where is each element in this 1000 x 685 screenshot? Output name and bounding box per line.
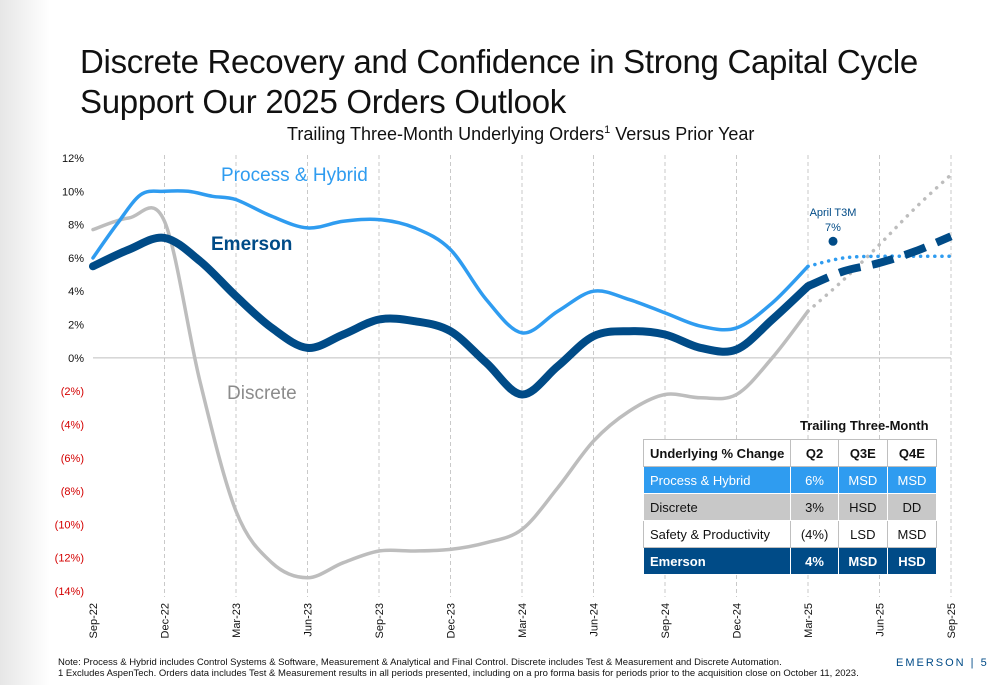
- table-row-process-hybrid: Process & Hybrid 6% MSD MSD: [642, 466, 938, 494]
- brand-footer: EMERSON | 5: [896, 657, 989, 669]
- left-edge-shade: [0, 0, 50, 685]
- y-tick-label: (10%): [55, 519, 84, 531]
- orders-outlook-table: Underlying % Change Q2 Q3E Q4E Process &…: [642, 439, 938, 575]
- brand-name: EMERSON: [896, 657, 966, 669]
- y-tick-label: 0%: [68, 353, 84, 365]
- x-tick-label: Mar-23: [231, 603, 243, 638]
- row-q4e: HSD: [886, 547, 938, 575]
- april-t3m-marker: [828, 236, 838, 246]
- series-line-process-hybrid: [91, 189, 810, 335]
- footnote-line2: 1 Excludes AspenTech. Orders data includ…: [58, 668, 859, 679]
- series-line-emerson: [89, 233, 812, 399]
- table-row-safety-productivity: Safety & Productivity (4%) LSD MSD: [642, 520, 938, 548]
- forecast-line-emerson: [806, 232, 953, 290]
- x-tick-label: Jun-24: [589, 603, 601, 637]
- y-tick-label: (14%): [55, 586, 84, 598]
- x-tick-label: Jun-23: [303, 603, 315, 637]
- row-q3e: LSD: [837, 520, 888, 548]
- table-row-discrete: Discrete 3% HSD DD: [642, 493, 938, 521]
- x-tick-label: Mar-25: [803, 603, 815, 638]
- april-annotation: April T3M 7%: [810, 207, 857, 246]
- y-tick-label: (8%): [61, 486, 84, 498]
- subtitle-footnote-mark: 1: [604, 124, 611, 136]
- table-caption: Trailing Three-Month: [800, 418, 929, 433]
- y-axis-ticks: 12% 10% 8% 6% 4% 2% 0% (2%) (4%) (6%) (8%) (10%) (12…: [55, 153, 85, 598]
- y-tick-label: (12%): [55, 553, 84, 565]
- chart-subtitle: Trailing Three-Month Underlying Orders1 …: [287, 124, 754, 145]
- y-tick-label: 2%: [68, 320, 84, 332]
- x-tick-label: Dec-23: [446, 603, 458, 638]
- x-tick-label: Dec-24: [732, 603, 744, 638]
- row-q4e: DD: [886, 493, 938, 521]
- table-header-row: Underlying % Change Q2 Q3E Q4E: [642, 439, 938, 467]
- series-label-process-hybrid: Process & Hybrid: [221, 165, 368, 186]
- subtitle-suffix: Versus Prior Year: [610, 124, 755, 144]
- table-row-emerson: Emerson 4% MSD HSD: [642, 547, 938, 575]
- y-tick-label: (4%): [61, 419, 84, 431]
- row-q3e: MSD: [837, 466, 888, 494]
- x-tick-label: Sep-23: [374, 603, 386, 638]
- y-tick-label: (6%): [61, 453, 84, 465]
- y-tick-label: (2%): [61, 386, 84, 398]
- series-label-discrete: Discrete: [227, 383, 297, 404]
- row-q2: 6%: [790, 466, 839, 494]
- series-label-emerson: Emerson: [211, 234, 292, 255]
- header-q3e: Q3E: [837, 439, 888, 467]
- page-number: 5: [980, 657, 989, 669]
- row-q2: (4%): [790, 520, 839, 548]
- series-line-discrete: [91, 206, 810, 580]
- header-underlying-change: Underlying % Change: [642, 439, 792, 467]
- row-q2: 4%: [790, 547, 839, 575]
- header-q4e: Q4E: [886, 439, 938, 467]
- row-name: Emerson: [642, 547, 792, 575]
- row-q4e: MSD: [886, 466, 938, 494]
- subtitle-text: Trailing Three-Month Underlying Orders: [287, 124, 605, 144]
- slide-title: Discrete Recovery and Confidence in Stro…: [80, 43, 918, 120]
- series-labels: Process & Hybrid Emerson Discrete: [211, 165, 368, 404]
- x-tick-label: Sep-24: [660, 603, 672, 638]
- footnote-line1: Note: Process & Hybrid includes Control …: [58, 657, 782, 668]
- annotation-line1: April T3M: [810, 207, 857, 219]
- row-q2: 3%: [790, 493, 839, 521]
- row-name: Discrete: [642, 493, 792, 521]
- row-q3e: MSD: [837, 547, 888, 575]
- annotation-line2: 7%: [825, 222, 841, 234]
- x-axis-ticks: Sep-22 Dec-22 Mar-23 Jun-23 Sep-23 Dec-23 Mar-…: [88, 603, 958, 638]
- x-tick-label: Sep-25: [946, 603, 958, 638]
- vertical-gridlines: [164, 155, 952, 597]
- series-lines: [89, 172, 953, 580]
- forecast-line-process-hybrid: [806, 254, 953, 269]
- x-tick-label: Jun-25: [875, 603, 887, 637]
- forecast-line-discrete: [806, 172, 953, 313]
- x-tick-label: Sep-22: [88, 603, 100, 638]
- row-name: Process & Hybrid: [642, 466, 792, 494]
- y-tick-label: 6%: [68, 253, 84, 265]
- y-tick-label: 8%: [68, 220, 84, 232]
- y-tick-label: 4%: [68, 286, 84, 298]
- header-q2: Q2: [790, 439, 839, 467]
- y-tick-label: 12%: [62, 153, 84, 165]
- x-tick-label: Mar-24: [517, 603, 529, 638]
- row-q4e: MSD: [886, 520, 938, 548]
- row-q3e: HSD: [837, 493, 888, 521]
- y-tick-label: 10%: [62, 186, 84, 198]
- x-tick-label: Dec-22: [160, 603, 172, 638]
- row-name: Safety & Productivity: [642, 520, 792, 548]
- footnote: Note: Process & Hybrid includes Control …: [58, 657, 859, 679]
